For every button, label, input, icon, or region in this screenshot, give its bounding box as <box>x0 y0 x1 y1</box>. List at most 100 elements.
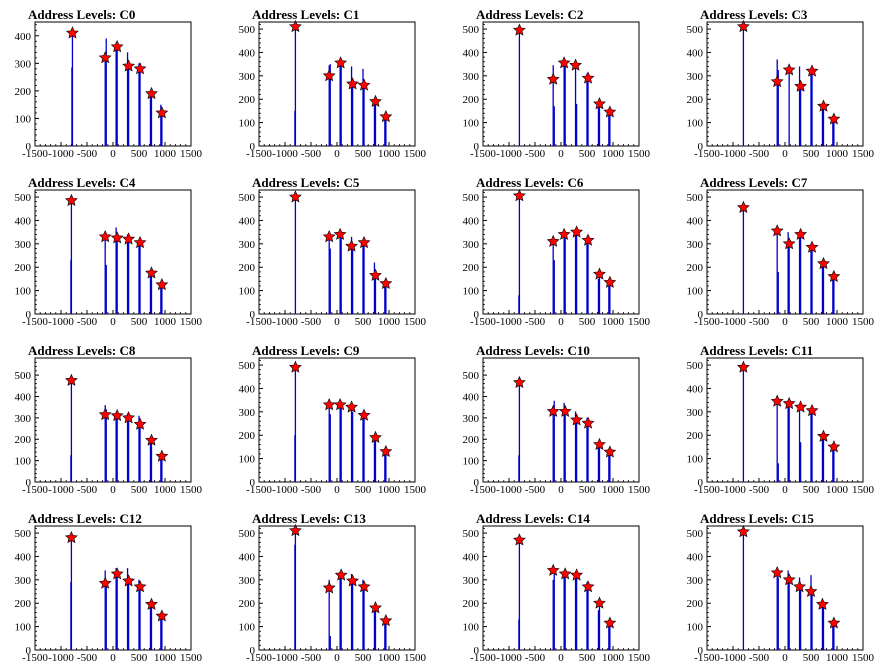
x-tick-label: 0 <box>782 316 788 328</box>
x-tick-label: -1500 <box>694 652 720 664</box>
chart-panel-6: Address Levels: C6 -1500 -1000 -500 0 500 1000… <box>448 168 672 336</box>
y-tick-label: 0 <box>26 141 32 153</box>
x-tick-label: 0 <box>334 148 340 160</box>
peak-marker <box>346 77 360 90</box>
peak-marker <box>736 19 750 33</box>
y-tick-label: 500 <box>687 192 704 204</box>
peak-marker <box>770 224 784 237</box>
y-tick-label: 0 <box>26 309 32 321</box>
y-tick-label: 200 <box>239 94 256 106</box>
y-tick-label: 400 <box>463 47 480 59</box>
peak-marker <box>322 398 336 411</box>
x-tick-label: -1500 <box>694 148 720 160</box>
y-tick-label: 100 <box>687 286 704 298</box>
x-tick-label: 0 <box>782 652 788 664</box>
peak-marker <box>581 416 595 429</box>
y-tick-label: 100 <box>687 454 704 466</box>
y-tick-label: 300 <box>687 575 704 587</box>
x-tick-label: -1500 <box>22 484 48 496</box>
x-tick-label: -500 <box>77 484 98 496</box>
y-tick-label: 100 <box>463 456 480 468</box>
x-tick-label: -1000 <box>496 484 522 496</box>
x-tick-label: -500 <box>749 148 770 160</box>
peak-marker <box>793 580 806 593</box>
peak-marker <box>557 227 571 240</box>
x-tick-label: -1000 <box>272 652 298 664</box>
x-tick-label: 500 <box>579 316 596 328</box>
peak-marker <box>512 533 526 546</box>
peak-marker <box>155 449 169 462</box>
x-tick-label: -500 <box>301 148 322 160</box>
chart-title: Address Levels: C15 <box>700 511 814 526</box>
plot-frame <box>258 357 416 483</box>
peak-marker <box>333 398 347 411</box>
peak-marker <box>593 267 606 280</box>
x-tick-label: -1000 <box>720 484 746 496</box>
peak-marker <box>345 239 358 252</box>
y-tick-label: 400 <box>687 383 704 395</box>
y-tick-label: 200 <box>687 262 704 274</box>
x-tick-label: 1000 <box>602 316 625 328</box>
y-tick-label: 400 <box>687 551 704 563</box>
peak-marker <box>379 614 393 627</box>
plot-frame <box>34 189 192 315</box>
x-tick-label: 1500 <box>852 148 875 160</box>
chart-title: Address Levels: C5 <box>252 175 360 190</box>
peak-marker <box>546 563 560 576</box>
peak-marker <box>369 94 382 108</box>
peak-marker <box>369 601 382 614</box>
chart-svg: -1500 -1000 -500 0 500 1000 1500 0 100 200 300 400 5… <box>463 21 651 160</box>
peak-marker <box>155 278 169 291</box>
peak-marker <box>827 269 841 283</box>
y-tick-label: 100 <box>687 622 704 634</box>
peak-marker <box>805 240 819 253</box>
y-tick-label: 500 <box>463 528 480 540</box>
x-tick-label: 0 <box>558 316 564 328</box>
peak-marker <box>770 394 784 407</box>
y-tick-label: 300 <box>15 575 32 587</box>
peak-marker <box>122 574 136 587</box>
y-tick-label: 500 <box>687 24 704 36</box>
x-tick-label: 1500 <box>404 484 427 496</box>
y-tick-label: 0 <box>26 477 32 489</box>
peak-marker <box>603 616 617 629</box>
y-tick-label: 400 <box>687 47 704 59</box>
peak-marker <box>357 580 371 593</box>
peak-marker <box>155 609 169 622</box>
chart-svg: -1500 -1000 -500 0 500 1000 1500 0 100 200 300 400 5… <box>15 357 203 496</box>
x-tick-label: -1000 <box>720 652 746 664</box>
x-tick-label: -1000 <box>496 652 522 664</box>
chart-panel-10: Address Levels: C10 -1500 -1000 -500 0 500 100… <box>448 336 672 504</box>
y-tick-label: 400 <box>463 391 480 403</box>
peak-marker <box>603 105 617 118</box>
peak-marker <box>782 63 796 76</box>
x-tick-label: 1500 <box>852 316 875 328</box>
peak-marker <box>333 227 347 240</box>
x-tick-label: -1500 <box>22 652 48 664</box>
y-tick-label: 400 <box>687 215 704 227</box>
chart-svg: -1500 -1000 -500 0 500 1000 1500 0 100 200 300 400 5… <box>463 525 651 664</box>
y-tick-label: 100 <box>15 456 32 468</box>
plot-frame <box>258 189 416 315</box>
peak-marker <box>145 266 158 279</box>
x-tick-label: 500 <box>803 148 820 160</box>
chart-svg: -1500 -1000 -500 0 500 1000 1500 0 100 200 300 400 5… <box>15 189 203 328</box>
x-tick-label: 0 <box>334 652 340 664</box>
chart-title: Address Levels: C3 <box>700 7 808 22</box>
y-tick-label: 300 <box>463 239 480 251</box>
x-tick-label: 0 <box>782 484 788 496</box>
x-tick-label: -500 <box>525 652 546 664</box>
y-tick-label: 400 <box>463 215 480 227</box>
y-tick-label: 300 <box>463 71 480 83</box>
y-tick-label: 100 <box>239 118 256 130</box>
y-tick-label: 500 <box>239 192 256 204</box>
y-tick-label: 200 <box>687 430 704 442</box>
x-tick-label: 0 <box>558 652 564 664</box>
y-tick-label: 400 <box>463 551 480 563</box>
peak-marker <box>770 566 784 579</box>
y-tick-label: 200 <box>463 262 480 274</box>
x-tick-label: 1000 <box>378 148 401 160</box>
chart-title: Address Levels: C0 <box>28 7 136 22</box>
y-tick-label: 100 <box>687 118 704 130</box>
x-tick-label: 0 <box>558 484 564 496</box>
